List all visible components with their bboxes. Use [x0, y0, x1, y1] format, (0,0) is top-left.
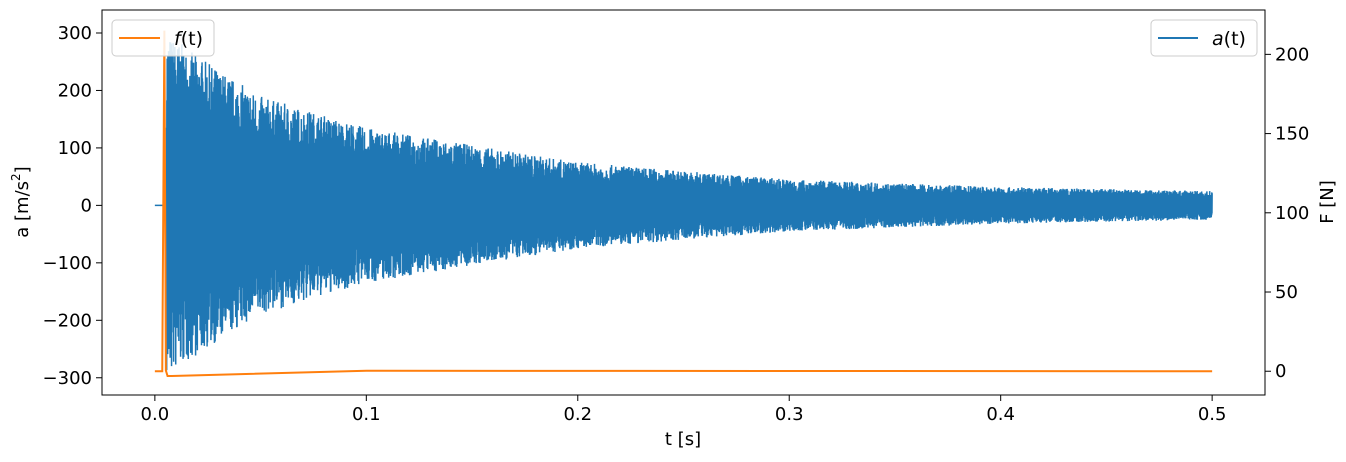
x-tick-label: 0.4 — [986, 404, 1015, 425]
series-force — [154, 30, 1213, 377]
y-left-axis-label: a [m/s2] — [9, 166, 33, 237]
y-left-label-base: a [m/s — [12, 181, 33, 238]
series-layer — [154, 30, 1213, 377]
legend-force-box — [111, 19, 215, 57]
legend-accel-box — [1150, 19, 1258, 57]
y-right-axis-label: F [N] — [1317, 180, 1338, 224]
legend-force-label: f(t) — [174, 28, 203, 50]
x-tick-label: 0.3 — [775, 404, 804, 425]
x-tick-label: 0.1 — [352, 404, 381, 425]
y-left-tick-label: −100 — [43, 253, 92, 274]
ticks-layer: 0.0 0.1 0.2 0.3 0.4 0.5 300 200 100 0 −100 −200 −300… — [43, 23, 1310, 425]
y-left-tick-label: −200 — [43, 310, 92, 331]
y-right-tick-label: 50 — [1275, 282, 1298, 303]
y-left-tick-label: −300 — [43, 368, 92, 389]
y-left-tick-label: 200 — [58, 80, 92, 101]
plot-frame — [101, 9, 1266, 396]
y-left-tick-label: 0 — [81, 195, 92, 216]
series-acceleration — [154, 42, 1213, 371]
y-left-tick-label: 300 — [58, 23, 92, 44]
legend-accel: a(t) — [1150, 19, 1258, 57]
y-left-label-sup: 2 — [9, 173, 23, 181]
x-axis-label: t [s] — [665, 429, 701, 450]
y-right-tick-label: 200 — [1275, 44, 1309, 65]
x-tick-label: 0.0 — [141, 404, 170, 425]
y-left-tick-label: 100 — [58, 138, 92, 159]
y-right-tick-label: 100 — [1275, 203, 1309, 224]
legend-accel-label: a(t) — [1212, 28, 1246, 50]
x-tick-label: 0.2 — [563, 404, 592, 425]
x-tick-label: 0.5 — [1198, 404, 1227, 425]
legend-force: f(t) — [111, 19, 215, 57]
y-right-tick-label: 0 — [1275, 361, 1286, 382]
y-right-tick-label: 150 — [1275, 124, 1309, 145]
y-left-label-tail: ] — [12, 166, 33, 173]
